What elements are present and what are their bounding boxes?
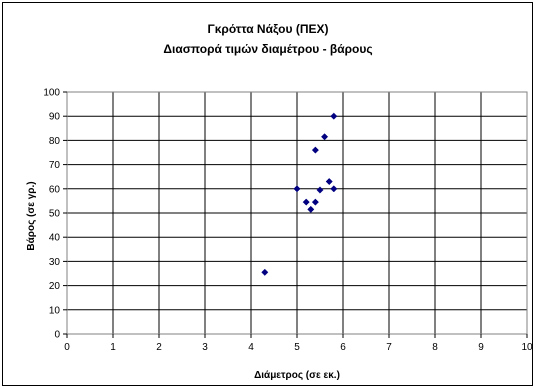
x-tick-label: 1: [110, 342, 116, 353]
data-point: [325, 177, 333, 186]
data-point: [321, 133, 329, 141]
x-axis-label: Διάμετρος (σε εκ.): [254, 370, 340, 381]
y-tick-label: 80: [49, 136, 61, 147]
data-point: [307, 205, 315, 213]
scatter-chart: Γκρόττα Νάξου (ΠΕΧ) Διασπορά τιμών διαμέ…: [26, 22, 533, 381]
x-tick-label: 9: [478, 342, 484, 353]
y-tick-label: 10: [49, 305, 61, 316]
y-tick-label: 20: [49, 281, 61, 292]
data-point: [316, 186, 324, 194]
data-point: [293, 185, 301, 193]
y-tick-label: 60: [49, 184, 61, 195]
chart-title: Γκρόττα Νάξου (ΠΕΧ): [208, 22, 329, 36]
y-tick-label: 40: [49, 233, 61, 244]
data-point: [311, 198, 319, 206]
data-point: [330, 112, 338, 120]
x-tick-label: 2: [156, 342, 162, 353]
y-tick-label: 30: [49, 257, 61, 268]
x-tick-label: 0: [64, 342, 70, 353]
x-tick-label: 3: [202, 342, 208, 353]
y-tick-label: 90: [49, 112, 61, 123]
data-point: [261, 268, 269, 276]
x-tick-label: 7: [386, 342, 392, 353]
chart-frame: Γκρόττα Νάξου (ΠΕΧ) Διασπορά τιμών διαμέ…: [2, 2, 533, 386]
data-point: [330, 185, 338, 193]
y-axis-label: Βάρος (σε γρ.): [26, 181, 37, 250]
chart-subtitle: Διασπορά τιμών διαμέτρου - βάρους: [163, 42, 372, 56]
data-point: [311, 146, 319, 154]
data-point: [302, 198, 310, 206]
y-tick-label: 70: [49, 160, 61, 171]
x-tick-label: 4: [248, 342, 254, 353]
y-tick-label: 0: [54, 330, 60, 341]
x-tick-label: 6: [340, 342, 346, 353]
x-tick-label: 10: [521, 342, 533, 353]
y-tick-label: 100: [43, 88, 60, 99]
x-tick-label: 5: [294, 342, 300, 353]
y-tick-label: 50: [49, 209, 61, 220]
x-tick-label: 8: [432, 342, 438, 353]
